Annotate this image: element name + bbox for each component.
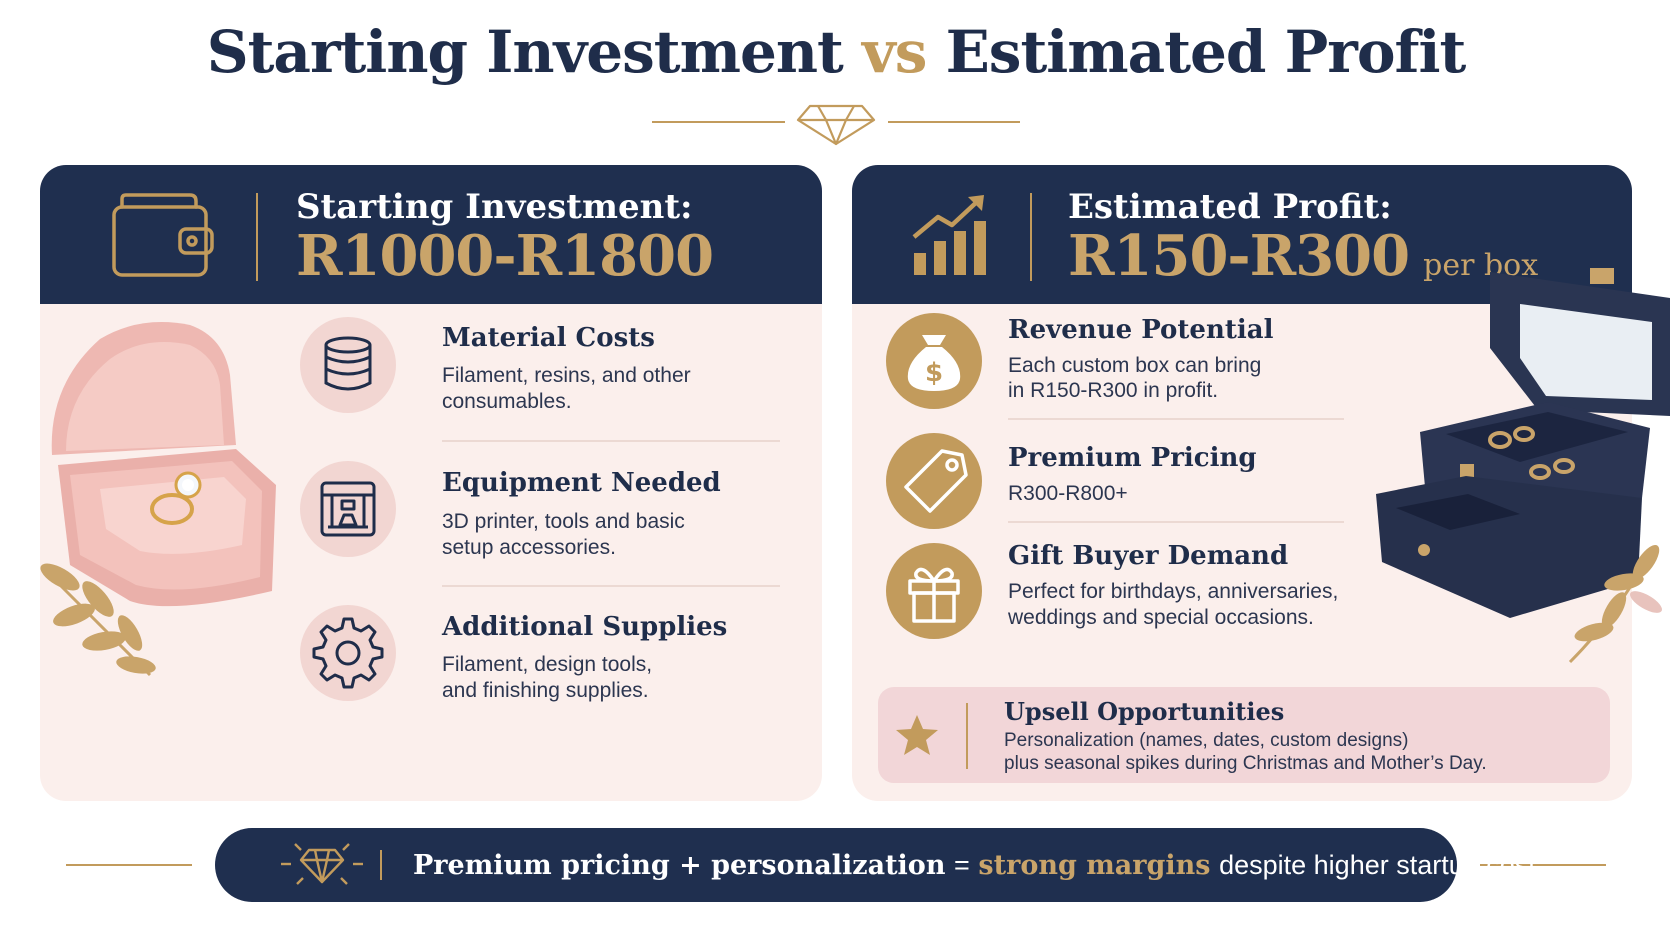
title-part-2: Estimated Profit [945,18,1467,86]
page-title: Starting Investment vs Estimated Profit [0,18,1672,86]
coins-stack-icon [324,336,394,391]
gift-demand-desc-1: Perfect for birthdays, anniversaries, [1008,580,1339,603]
gift-demand-title: Gift Buyer Demand [1008,541,1289,571]
pricing-icon-circle [886,433,982,529]
title-ornament [652,104,1020,146]
investment-label: Starting Investment: [296,187,693,227]
supplies-desc-2: and finishing supplies. [442,679,649,702]
investment-header: Starting Investment: R1000-R1800 [40,165,822,304]
upsell-divider [966,703,968,769]
gift-demand-desc-2: weddings and special occasions. [1008,606,1314,629]
wallet-icon [112,193,214,277]
supplies-title: Additional Supplies [442,612,728,642]
header-divider [1030,193,1032,281]
item-divider [1008,418,1344,420]
upsell-title: Upsell Opportunities [1004,697,1285,726]
banner-equals: = [954,850,970,880]
material-costs-title: Material Costs [442,323,655,353]
title-part-1: Starting Investment [206,18,844,86]
banner-line-left [66,864,192,866]
upsell-desc-2: plus seasonal spikes during Christmas an… [1004,753,1487,774]
equipment-icon-circle [300,461,396,557]
revenue-title: Revenue Potential [1008,315,1274,345]
material-costs-desc-1: Filament, resins, and other [442,364,691,387]
equipment-desc-2: setup accessories. [442,536,616,559]
upsell-box: Upsell Opportunities Personalization (na… [878,687,1610,783]
profit-value: R150-R300 [1068,223,1410,289]
pricing-title: Premium Pricing [1008,443,1257,473]
material-costs-icon-circle [300,317,396,413]
banner-line-right [1480,864,1606,866]
pricing-desc-1: R300-R800+ [1008,482,1128,505]
equipment-desc-1: 3D printer, tools and basic [442,510,685,533]
material-costs-desc-2: consumables. [442,390,572,413]
banner-text: Premium pricing + personalization = stro… [413,828,1543,902]
revenue-desc-2: in R150-R300 in profit. [1008,379,1219,402]
money-bag-icon: $ [907,335,961,391]
banner-divider [380,850,382,880]
star-icon [896,715,938,755]
revenue-desc-1: Each custom box can bring [1008,354,1262,377]
banner-rest: despite higher startup cost. [1219,850,1544,880]
revenue-icon-circle: $ [886,313,982,409]
item-divider [1008,521,1344,523]
profit-value-row: R150-R300 per box [1068,223,1538,289]
supplies-icon-circle [300,605,396,701]
header-divider [256,193,258,281]
banner-highlight: strong margins [978,850,1211,881]
3d-printer-icon [320,481,376,537]
title-vs: vs [862,18,927,86]
profit-label: Estimated Profit: [1068,187,1392,227]
investment-value: R1000-R1800 [296,223,714,289]
summary-banner: Premium pricing + personalization = stro… [215,828,1543,902]
upsell-desc-1: Personalization (names, dates, custom de… [1004,730,1409,751]
gift-icon [908,567,986,623]
gift-icon-circle [886,543,986,639]
jewelry-box-illustration [1376,268,1670,664]
banner-part-1: Premium pricing + personalization [413,850,946,881]
item-divider [442,440,780,442]
diamond-icon [796,104,876,146]
item-divider [442,585,780,587]
price-tag-icon [904,449,968,513]
supplies-desc-1: Filament, design tools, [442,653,653,676]
equipment-title: Equipment Needed [442,468,721,498]
diamond-icon [281,843,363,885]
leaf-branch-icon [40,563,156,677]
gear-icon [312,617,394,689]
investment-panel: Starting Investment: R1000-R1800 [40,165,822,801]
svg-text:$: $ [925,358,943,388]
growth-chart-icon [912,195,986,275]
ring-box-illustration [40,322,276,677]
